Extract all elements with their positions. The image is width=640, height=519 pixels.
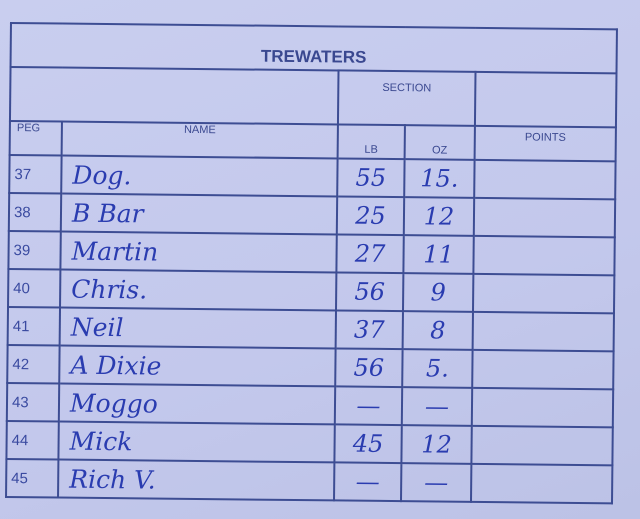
table-row: 40 Chris. 56 9 [8, 268, 615, 314]
oz-cell: 12 [401, 425, 472, 464]
header-oz: OZ [404, 125, 475, 160]
name-cell: Moggo [58, 383, 336, 425]
points-cell [474, 159, 616, 200]
oz-cell: — [401, 463, 472, 502]
points-cell [473, 235, 615, 276]
blank-cell [9, 67, 339, 125]
lb-cell: 45 [334, 424, 402, 464]
section-label: SECTION [337, 70, 476, 126]
name-cell: A Dixie [59, 345, 336, 387]
name-cell: Martin [60, 231, 337, 273]
lb-cell: 55 [337, 158, 405, 198]
peg-cell: 44 [6, 420, 59, 460]
name-cell: Neil [59, 307, 336, 349]
oz-cell: 8 [402, 311, 473, 350]
table-row: 45 Rich V. — — [6, 458, 613, 504]
peg-cell: 45 [6, 458, 59, 498]
oz-cell: 5. [402, 349, 473, 388]
points-cell [472, 311, 615, 352]
peg-cell: 38 [8, 193, 62, 232]
name-cell: Dog. [61, 155, 338, 197]
points-cell [471, 387, 614, 428]
oz-cell: 15. [404, 159, 475, 198]
header-peg: PEG [9, 121, 62, 156]
blank-cell [474, 71, 617, 128]
points-cell [472, 349, 614, 390]
lb-cell: 27 [336, 234, 404, 274]
table-row: 41 Neil 37 8 [7, 306, 615, 352]
name-cell: Rich V. [58, 459, 335, 501]
lb-cell: — [334, 462, 402, 502]
oz-cell: 11 [403, 235, 474, 274]
table-row: 44 Mick 45 12 [6, 420, 613, 466]
venue-title: TREWATERS [10, 23, 618, 74]
lb-cell: 56 [335, 272, 404, 312]
points-cell [473, 197, 616, 238]
table-row: 37 Dog. 55 15. [9, 155, 616, 200]
points-cell [471, 463, 613, 504]
table-row: 39 Martin 27 11 [8, 230, 615, 276]
table-row: 42 A Dixie 56 5. [7, 344, 614, 390]
lb-cell: 25 [336, 196, 405, 236]
oz-cell: 9 [402, 273, 474, 312]
lb-cell: 56 [335, 348, 403, 388]
peg-cell: 43 [6, 382, 60, 422]
header-name: NAME [61, 121, 338, 159]
name-cell: Chris. [60, 269, 337, 311]
table-row: 38 B Bar 25 12 [8, 193, 616, 238]
name-cell: Mick [58, 421, 335, 463]
peg-cell: 39 [8, 230, 61, 270]
name-cell: B Bar [60, 193, 338, 235]
oz-cell: — [401, 387, 473, 426]
oz-cell: 12 [403, 197, 475, 236]
lb-cell: — [334, 386, 403, 426]
lb-cell: 37 [335, 310, 403, 350]
header-points: POINTS [474, 125, 616, 162]
score-sheet: TREWATERS SECTION PEG NAME LB OZ POINTS … [5, 22, 618, 504]
table-row: 43 Moggo — — [6, 382, 614, 428]
points-cell [471, 425, 613, 466]
results-table: TREWATERS SECTION PEG NAME LB OZ POINTS … [5, 22, 618, 504]
header-lb: LB [337, 124, 405, 160]
points-cell [472, 273, 615, 314]
peg-cell: 40 [8, 268, 61, 308]
peg-cell: 41 [7, 306, 61, 346]
peg-cell: 37 [9, 155, 62, 194]
peg-cell: 42 [7, 344, 60, 384]
